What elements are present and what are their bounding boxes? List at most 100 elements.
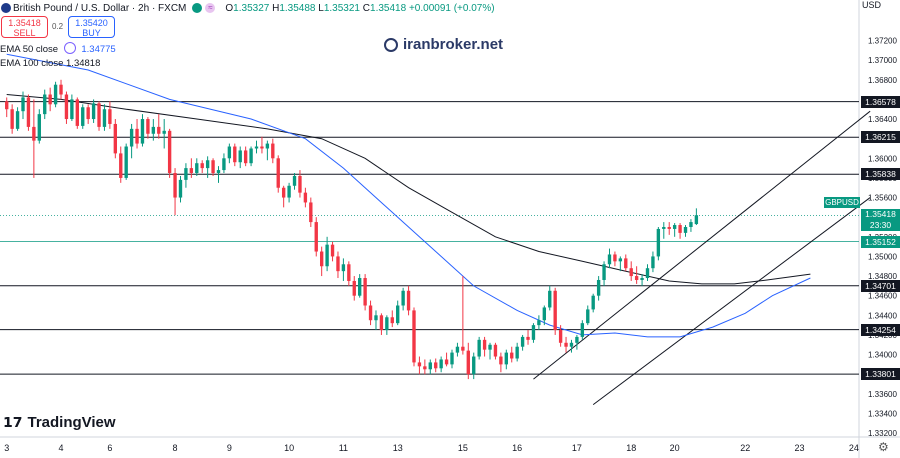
candle-body (303, 192, 308, 203)
candle (385, 315, 389, 335)
candle (330, 241, 335, 262)
candle (596, 276, 601, 301)
candle (43, 89, 47, 120)
candle-body (553, 290, 557, 331)
flag-icon[interactable] (1, 3, 11, 13)
candle-body (352, 280, 356, 296)
x-tick-label: 18 (626, 443, 636, 453)
candle-body (162, 130, 166, 134)
x-tick-label: 20 (670, 443, 680, 453)
candle (477, 336, 481, 360)
candle (526, 330, 530, 345)
candle-body (526, 336, 530, 340)
trend-channel (533, 110, 871, 406)
candle-body (564, 342, 568, 347)
candle-body (683, 226, 688, 233)
candle-body (178, 179, 183, 198)
chart-header: British Pound / U.S. Dollar · 2h · FXCM … (0, 0, 495, 16)
status-dot-icon (192, 3, 203, 13)
candle (281, 185, 286, 208)
y-tick-label: 1.36800 (868, 76, 897, 85)
candle (358, 274, 362, 298)
candle-body (602, 264, 606, 280)
candle (694, 208, 699, 226)
buy-button[interactable]: 1.35420 BUY (68, 16, 115, 38)
tradingview-logo[interactable]: 𝟭𝟳 TradingView (3, 414, 116, 431)
candle (667, 222, 671, 235)
x-tick-label: 10 (284, 443, 294, 453)
sell-button[interactable]: 1.35418 SELL (1, 16, 48, 38)
candle (336, 251, 340, 279)
candle-body (580, 323, 585, 337)
candle-body (32, 126, 36, 141)
candle-body (634, 276, 639, 280)
candle-body (439, 359, 443, 369)
candle (53, 81, 58, 108)
candle-body (694, 215, 699, 225)
candle (15, 107, 20, 131)
candle-body (195, 163, 199, 174)
candle (167, 128, 172, 178)
candle-body (233, 146, 237, 163)
candle-body (379, 315, 384, 331)
candle-body (189, 168, 194, 174)
candle (227, 143, 232, 164)
candle-body (211, 160, 215, 174)
candle (412, 307, 416, 367)
candle-body (43, 94, 47, 115)
ema-lines (6, 53, 811, 338)
candle-body (347, 264, 351, 281)
candle (613, 251, 617, 267)
candle-body (455, 346, 460, 353)
candle (119, 146, 123, 183)
symbol-tag: GBPUSD (824, 197, 860, 208)
ema50-legend[interactable]: EMA 50 close 1.34775 (0, 42, 116, 55)
x-tick-label: 8 (173, 443, 178, 453)
candle-body (368, 305, 373, 321)
candle-body (260, 146, 264, 149)
candle-body (281, 187, 286, 198)
ohlc-readout: O1.35327 H1.35488 L1.35321 C1.35418 +0.0… (225, 2, 495, 14)
channel-upper-line (533, 110, 871, 380)
candle-body (613, 254, 617, 262)
candle-body (81, 107, 85, 126)
level-price-label: 1.34701 (861, 279, 900, 292)
ema100-legend[interactable]: EMA 100 close 1.34818 (0, 58, 101, 69)
candle (629, 261, 633, 281)
candle (482, 336, 487, 357)
candle (146, 117, 150, 139)
candle (374, 310, 378, 331)
level-price-label: 1.33801 (861, 368, 900, 381)
candle-body (504, 352, 508, 365)
candle (211, 158, 215, 176)
candle-body (624, 258, 628, 269)
symbol-title[interactable]: British Pound / U.S. Dollar · 2h · FXCM (13, 2, 187, 14)
level-price-label: 1.34254 (861, 323, 900, 336)
candle (97, 101, 101, 131)
candle-body (401, 290, 405, 306)
x-axis: 3 4 6 8 9 10 11 13 15 16 17 18 20 22 23 24 (4, 443, 859, 453)
candle (205, 156, 210, 178)
candle-body (520, 336, 525, 347)
candle (287, 182, 291, 203)
currency-selector[interactable]: USD (862, 0, 882, 10)
candle-body (531, 325, 536, 340)
candle (151, 119, 156, 141)
eye-icon[interactable] (63, 42, 76, 54)
candle (140, 114, 145, 147)
x-tick-label: 4 (59, 443, 64, 453)
candle (390, 310, 394, 328)
candle (260, 136, 264, 154)
candle (59, 79, 63, 100)
candle (428, 359, 432, 375)
gear-icon[interactable]: ⚙ (878, 440, 889, 454)
candle (243, 146, 248, 167)
change-value: +0.00091 (+0.07%) (408, 2, 495, 14)
candle-body (146, 119, 150, 134)
candle-body (336, 256, 340, 272)
y-tick-label: 1.34000 (868, 351, 897, 360)
candle-body (548, 290, 552, 308)
y-tick-label: 1.33200 (868, 429, 897, 438)
candle-body (167, 130, 172, 174)
